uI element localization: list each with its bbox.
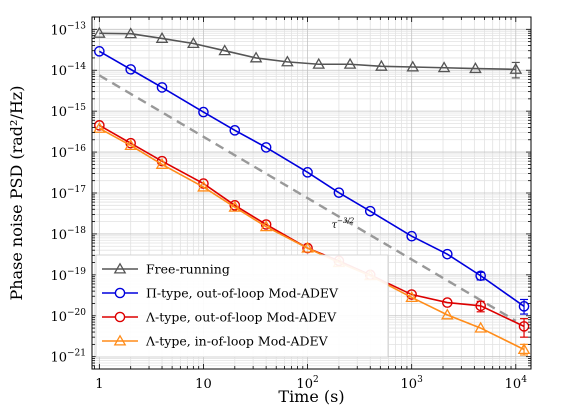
y-tick-label: 10−14 (50, 62, 86, 79)
data-point (229, 125, 241, 136)
x-axis-label: Time (s) (278, 387, 344, 406)
data-point (469, 62, 482, 74)
data-point (93, 121, 106, 133)
y-tick-label: 10−13 (50, 21, 86, 38)
data-point (441, 308, 454, 320)
data-point (475, 300, 486, 312)
x-tick-label: 102 (296, 375, 318, 392)
series-group (93, 26, 531, 356)
series-1 (94, 46, 530, 315)
data-point (249, 51, 263, 63)
data-point (260, 142, 272, 153)
x-tick-label: 104 (505, 375, 528, 392)
data-point (517, 342, 531, 355)
y-axis-label: Phase noise PSD (rad²/Hz) (7, 86, 26, 301)
legend-entry-2: Λ-type, out-of-loop Mod-ADEV (102, 310, 337, 325)
data-point (93, 26, 106, 38)
data-point (442, 248, 453, 260)
data-point (156, 82, 168, 93)
data-point (198, 178, 209, 189)
reference-slope-line: τ−3/2 (98, 74, 517, 322)
x-tick-label: 103 (401, 375, 424, 392)
data-point (364, 205, 376, 217)
data-point (124, 27, 138, 39)
series-line (99, 32, 516, 71)
data-point (155, 31, 169, 43)
data-point (94, 46, 105, 57)
y-tick-label: 10−15 (50, 103, 86, 120)
legend-entry-0: Free-running (102, 262, 230, 277)
legend-marker (113, 262, 127, 274)
y-tick-label: 10−16 (50, 144, 86, 161)
reference-line-label: τ−3/2 (332, 217, 355, 231)
legend-marker (113, 334, 127, 346)
y-tick-label: 10−21 (50, 349, 86, 366)
legend-entry-1: Π-type, out-of-loop Mod-ADEV (102, 286, 339, 301)
data-point (509, 62, 523, 74)
data-point (475, 270, 486, 282)
data-point (125, 64, 136, 75)
data-point (198, 106, 209, 118)
legend-label: Λ-type, out-of-loop Mod-ADEV (145, 310, 337, 325)
legend-marker (114, 311, 126, 323)
data-point (405, 290, 418, 303)
legend-box (95, 254, 389, 358)
data-point (375, 59, 388, 71)
legend-label: Π-type, out-of-loop Mod-ADEV (146, 286, 339, 301)
series-0 (93, 26, 523, 79)
data-point (228, 200, 242, 212)
x-tick-label: 1 (95, 377, 103, 392)
data-point (343, 57, 357, 69)
data-point (94, 120, 105, 131)
y-tick-label: 10−19 (50, 267, 86, 284)
data-point (442, 297, 453, 308)
y-tick-label: 10−20 (50, 308, 86, 325)
y-tick-label: 10−17 (50, 185, 86, 202)
data-point (406, 60, 420, 72)
legend-entry-3: Λ-type, in-of-loop Mod-ADEV (102, 334, 329, 349)
data-point (406, 230, 417, 242)
data-point (155, 157, 169, 169)
axis-ticks (92, 16, 531, 370)
data-point (437, 61, 451, 73)
series-3 (93, 121, 531, 356)
data-point (518, 321, 530, 332)
reference-line (98, 74, 517, 322)
data-point (124, 138, 138, 151)
data-point (301, 241, 314, 253)
data-point (518, 301, 530, 312)
x-tick-labels: 1 10 102 103 104 (95, 375, 527, 392)
y-tick-labels: 10−13 10−14 10−15 10−16 10−17 10−18 10−19 10−20… (50, 21, 86, 365)
data-point (302, 167, 313, 178)
data-point (312, 57, 326, 69)
data-point (218, 44, 232, 56)
data-point (197, 180, 210, 192)
data-point (187, 36, 200, 49)
x-tick-label: 10 (195, 377, 212, 392)
data-point (333, 187, 345, 198)
data-point (281, 55, 294, 67)
legend: Free-running Π-type, out-of-loop Mod-ADEV… (95, 254, 389, 358)
data-point (259, 220, 273, 232)
legend-marker (114, 287, 126, 299)
series-line (98, 50, 525, 307)
series-line (98, 127, 525, 351)
legend-label: Free-running (146, 262, 230, 277)
legend-label: Λ-type, in-of-loop Mod-ADEV (145, 334, 329, 349)
y-tick-label: 10−18 (50, 226, 86, 243)
data-point (474, 321, 487, 333)
